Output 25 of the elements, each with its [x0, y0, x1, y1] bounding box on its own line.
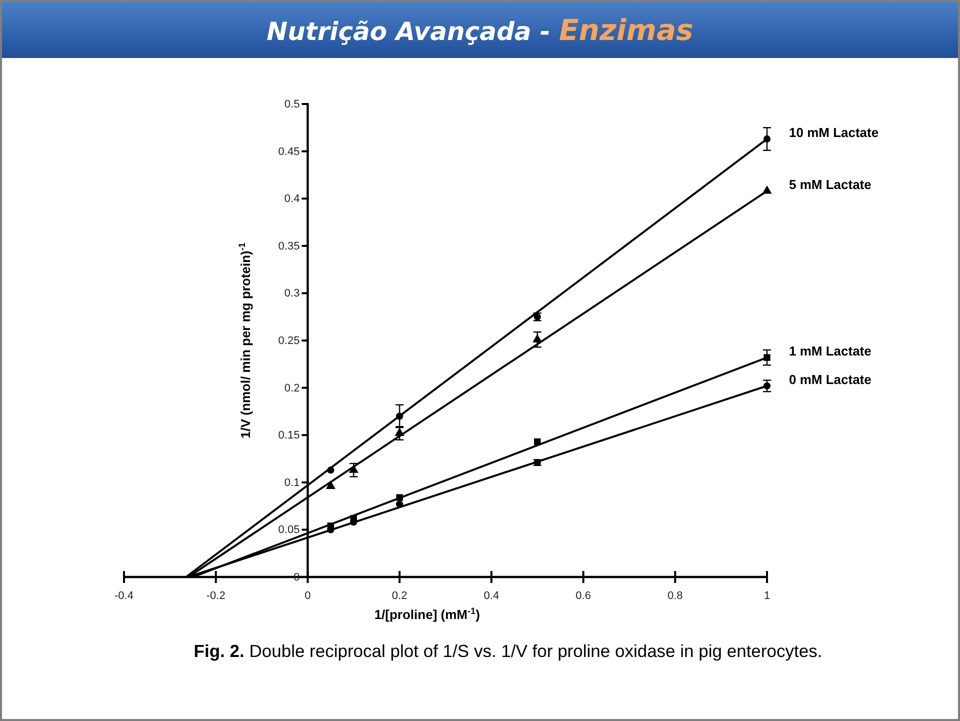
- y-tick-label: 0.3: [284, 288, 300, 300]
- series-label: 5 mM Lactate: [789, 177, 872, 192]
- chart-title: Nutrição Avançada - Enzimas: [266, 13, 694, 47]
- x-tick-label: 0.4: [484, 590, 500, 602]
- x-tick-label: 1: [764, 590, 770, 602]
- y-tick-label: 0.5: [284, 98, 300, 111]
- caption: Fig. 2. Double reciprocal plot of 1/S vs. 1/V for proline oxidase in pig enterocytes.: [194, 641, 822, 661]
- y-tick-label: 0.25: [278, 335, 300, 348]
- y-tick-label: 0.05: [278, 524, 300, 536]
- y-tick-label: 0.35: [278, 240, 300, 252]
- x-axis-title: 1/[proline] (mM$^{-1}$): [374, 606, 480, 622]
- x-tick-label: 0.8: [667, 590, 683, 602]
- y-tick-label: 0.45: [278, 146, 300, 158]
- series-label: 1 mM Lactate: [789, 344, 872, 359]
- y-tick-label: 0.4: [284, 193, 300, 206]
- x-tick-label: 0.6: [576, 590, 591, 602]
- y-tick-label: 0.15: [278, 430, 300, 442]
- x-tick-label: -0.4: [114, 590, 134, 602]
- series-label: 10 mM Lactate: [789, 125, 879, 140]
- x-tick-label: -0.2: [206, 590, 226, 602]
- y-tick-label: 0.2: [284, 382, 300, 394]
- series-label: 0 mM Lactate: [789, 372, 872, 387]
- x-tick-label: 0: [304, 590, 311, 602]
- y-tick-label: 0.1: [284, 476, 300, 489]
- x-tick-label: 0.2: [392, 590, 408, 602]
